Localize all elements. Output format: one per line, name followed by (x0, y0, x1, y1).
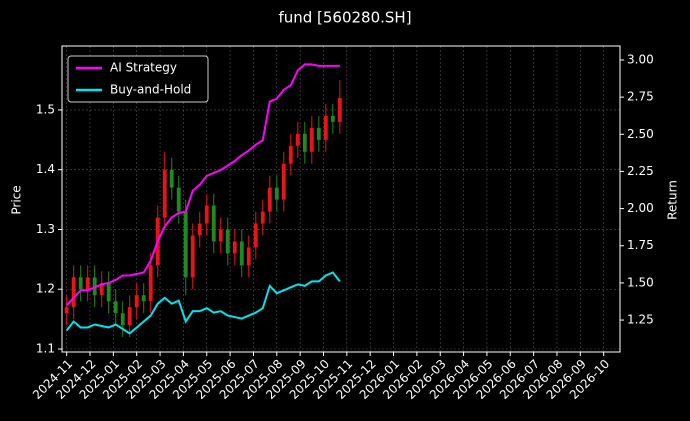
candle-body (190, 235, 195, 278)
y-tick-label: 1.4 (36, 162, 55, 176)
legend-label: Buy-and-Hold (110, 83, 191, 97)
candle-body (106, 283, 111, 302)
candle-body (64, 307, 69, 314)
candle-body (148, 265, 153, 302)
candle-body (204, 205, 209, 224)
candle-body (281, 163, 286, 200)
y-tick-label: 1.1 (36, 342, 55, 356)
candle-body (316, 127, 321, 140)
y-tick-label: 1.5 (36, 102, 55, 116)
legend-box (67, 55, 209, 103)
candle-body (253, 223, 258, 248)
y2-tick-label: 2.25 (627, 164, 654, 178)
candle-body (141, 295, 146, 302)
candle-body (337, 97, 342, 122)
y2-tick-label: 2.50 (627, 127, 654, 141)
candle-body (309, 127, 314, 152)
candle-body (274, 187, 279, 200)
candle-body (239, 241, 244, 266)
y2-tick-label: 3.00 (627, 52, 654, 66)
plot-frame (61, 45, 621, 353)
candle-body (134, 295, 139, 308)
candle-body (295, 133, 300, 146)
candle-body (113, 301, 118, 314)
candle-body (71, 277, 76, 308)
candle-body (246, 247, 251, 266)
candle-body (211, 205, 216, 242)
candle-body (120, 313, 125, 326)
y2-tick-label: 1.75 (627, 238, 654, 252)
candle-body (176, 187, 181, 212)
y2-tick-label: 1.50 (627, 275, 654, 289)
candle-body (127, 307, 132, 326)
candle-body (169, 169, 174, 188)
candle-body (267, 187, 272, 212)
y-tick-label: 1.2 (36, 282, 55, 296)
candle-body (288, 145, 293, 164)
y2-tick-label: 2.75 (627, 90, 654, 104)
return-line (65, 63, 340, 306)
candle-body (197, 223, 202, 236)
candle-body (92, 277, 97, 296)
candle-body (99, 283, 104, 296)
y-axis-label: Price (10, 185, 24, 214)
chart-title: fund [560280.SH] (278, 9, 411, 27)
candle-body (302, 133, 307, 152)
y2-tick-label: 2.00 (627, 201, 654, 215)
candle-body (162, 169, 167, 218)
legend-label: AI Strategy (110, 61, 177, 75)
candle-body (330, 115, 335, 122)
candle-body (232, 241, 237, 254)
candle-body (225, 229, 230, 254)
y2-tick-label: 1.25 (627, 313, 654, 327)
candle-body (78, 277, 83, 290)
return-line (65, 271, 341, 335)
candle-body (323, 115, 328, 140)
candle-body (260, 211, 265, 224)
y-tick-label: 1.3 (36, 222, 55, 236)
candle-body (183, 211, 188, 278)
candle-body (218, 229, 223, 242)
y2-axis-label: Return (666, 180, 680, 220)
candle-body (85, 277, 90, 290)
